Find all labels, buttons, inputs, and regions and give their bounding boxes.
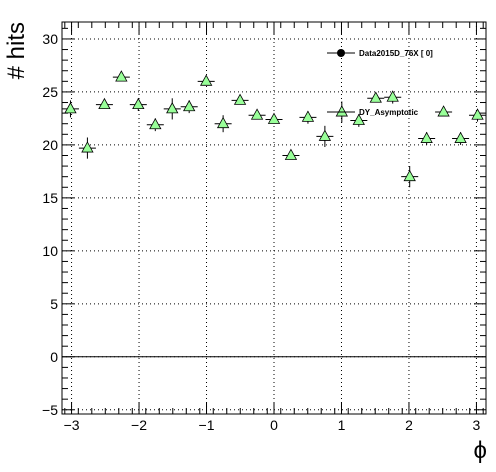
data-point <box>452 131 470 145</box>
triangle-marker <box>216 116 230 129</box>
y-tick-label: 0 <box>50 349 58 365</box>
x-tick-label: −3 <box>64 417 80 433</box>
x-tick-label: −1 <box>199 417 215 433</box>
triangle-marker <box>471 108 484 120</box>
triangle-marker <box>403 169 416 182</box>
triangle-marker <box>386 90 399 102</box>
triangle-marker <box>335 105 348 117</box>
data-point <box>197 74 215 86</box>
data-point <box>231 93 249 105</box>
y-tick-label: −5 <box>42 402 58 418</box>
triangle-marker <box>454 131 467 143</box>
data-point <box>401 166 419 188</box>
triangle-marker <box>284 148 298 160</box>
y-tick-label: 25 <box>42 84 58 100</box>
data-point <box>435 105 453 117</box>
y-tick-label: 10 <box>42 243 58 259</box>
axis-ticks <box>62 22 486 414</box>
data-point <box>180 99 198 114</box>
data-point <box>61 100 79 118</box>
triangle-marker <box>267 112 281 124</box>
triangle-marker <box>318 129 332 141</box>
data-points <box>61 70 487 188</box>
triangle-marker <box>182 99 196 112</box>
y-tick-label: 20 <box>42 137 58 153</box>
data-point <box>129 97 147 111</box>
triangle-marker <box>369 91 382 103</box>
legend-marker-data <box>337 49 345 57</box>
data-point <box>469 108 487 122</box>
y-tick-label: 30 <box>42 31 58 47</box>
x-tick-label: 3 <box>473 417 481 433</box>
triangle-marker <box>98 97 111 110</box>
data-point <box>78 137 96 159</box>
triangle-marker <box>115 70 128 82</box>
data-point <box>367 91 385 103</box>
triangle-marker <box>166 102 179 114</box>
data-point <box>214 115 232 133</box>
y-tick-label: 15 <box>42 190 58 206</box>
data-point <box>95 97 113 110</box>
data-point <box>265 112 283 124</box>
triangle-marker <box>420 131 433 143</box>
triangle-marker <box>233 93 247 105</box>
tick-labels: −3 −2 −1 0 1 2 3 −5 0 5 10 15 20 25 30 <box>42 31 481 433</box>
legend-label-data: Data2015D_76X [ 0] <box>359 49 433 58</box>
data-point <box>146 117 164 132</box>
triangle-marker <box>437 105 450 117</box>
x-tick-label: 2 <box>405 417 413 433</box>
y-axis-title: # hits <box>3 22 30 79</box>
triangle-marker <box>81 141 94 153</box>
data-point <box>384 90 402 104</box>
triangle-marker <box>149 117 162 130</box>
data-point <box>112 70 130 82</box>
x-axis-title: ϕ <box>474 437 487 464</box>
data-point <box>418 131 436 145</box>
y-tick-label: 5 <box>50 296 58 312</box>
data-point <box>282 148 300 160</box>
legend-label-mc: DY_Asymptotic <box>359 108 419 117</box>
data-point <box>350 113 368 127</box>
data-point <box>299 110 317 124</box>
triangle-marker <box>64 102 77 114</box>
x-tick-label: −2 <box>131 417 147 433</box>
triangle-marker <box>352 113 366 125</box>
triangle-marker <box>200 74 213 86</box>
data-point <box>248 108 266 120</box>
triangle-marker <box>301 110 315 122</box>
x-tick-label: 0 <box>270 417 278 433</box>
triangle-marker <box>132 97 145 110</box>
x-tick-label: 1 <box>338 417 346 433</box>
data-point <box>316 125 334 148</box>
data-point <box>163 98 181 120</box>
legend: Data2015D_76X [ 0] DY_Asymptotic <box>327 49 433 117</box>
triangle-marker <box>250 108 264 120</box>
